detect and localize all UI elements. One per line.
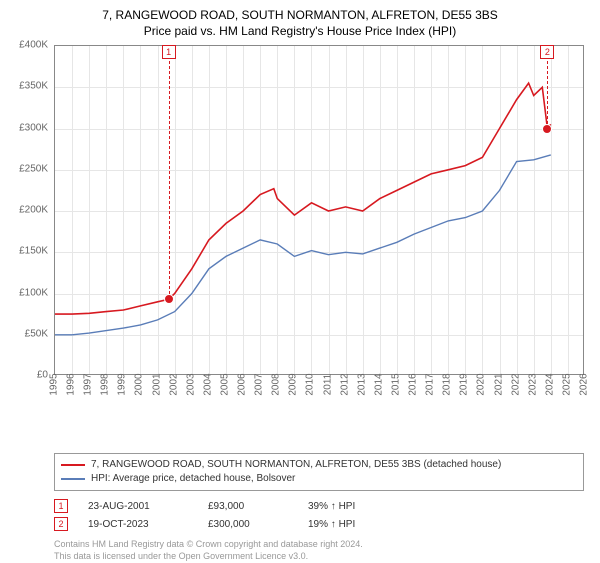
y-axis-label: £200K (8, 205, 48, 216)
marker-dot-2 (542, 124, 552, 134)
series-line-property (55, 83, 551, 314)
chart-container: 7, RANGEWOOD ROAD, SOUTH NORMANTON, ALFR… (0, 0, 600, 560)
legend-box: 7, RANGEWOOD ROAD, SOUTH NORMANTON, ALFR… (54, 453, 584, 491)
annotation-pct: 19% ↑ HPI (308, 519, 398, 530)
annotation-row-1: 1 23-AUG-2001 £93,000 39% ↑ HPI (54, 497, 584, 515)
annotation-marker-1: 1 (54, 499, 68, 513)
legend-swatch-hpi (61, 478, 85, 480)
title-subtitle: Price paid vs. HM Land Registry's House … (8, 24, 592, 40)
y-axis-label: £250K (8, 163, 48, 174)
legend-label-hpi: HPI: Average price, detached house, Bols… (91, 472, 295, 486)
y-axis-label: £150K (8, 246, 48, 257)
chart-area: 12 £0£50K£100K£150K£200K£250K£300K£350K£… (54, 45, 584, 415)
annotation-price: £93,000 (208, 501, 288, 512)
plot-region: 12 (54, 45, 584, 375)
line-svg (55, 46, 585, 376)
annotation-date: 23-AUG-2001 (88, 501, 188, 512)
copyright-line1: Contains HM Land Registry data © Crown c… (54, 539, 584, 551)
annotations-block: 1 23-AUG-2001 £93,000 39% ↑ HPI 2 19-OCT-2023… (54, 497, 584, 533)
y-axis-label: £0 (8, 370, 48, 381)
title-address: 7, RANGEWOOD ROAD, SOUTH NORMANTON, ALFR… (8, 8, 592, 24)
annotation-price: £300,000 (208, 519, 288, 530)
legend-row-property: 7, RANGEWOOD ROAD, SOUTH NORMANTON, ALFR… (61, 458, 577, 472)
copyright-block: Contains HM Land Registry data © Crown c… (54, 539, 584, 562)
annotation-row-2: 2 19-OCT-2023 £300,000 19% ↑ HPI (54, 515, 584, 533)
marker-box-2: 2 (540, 45, 554, 59)
marker-box-1: 1 (162, 45, 176, 59)
legend-swatch-property (61, 464, 85, 466)
copyright-line2: This data is licensed under the Open Gov… (54, 551, 584, 563)
y-axis-label: £400K (8, 40, 48, 51)
y-axis-label: £350K (8, 81, 48, 92)
annotation-marker-2: 2 (54, 517, 68, 531)
legend-label-property: 7, RANGEWOOD ROAD, SOUTH NORMANTON, ALFR… (91, 458, 501, 472)
y-axis-label: £50K (8, 328, 48, 339)
marker-dot-1 (164, 294, 174, 304)
annotation-date: 19-OCT-2023 (88, 519, 188, 530)
legend-row-hpi: HPI: Average price, detached house, Bols… (61, 472, 577, 486)
y-axis-label: £100K (8, 287, 48, 298)
annotation-pct: 39% ↑ HPI (308, 501, 398, 512)
y-axis-label: £300K (8, 122, 48, 133)
